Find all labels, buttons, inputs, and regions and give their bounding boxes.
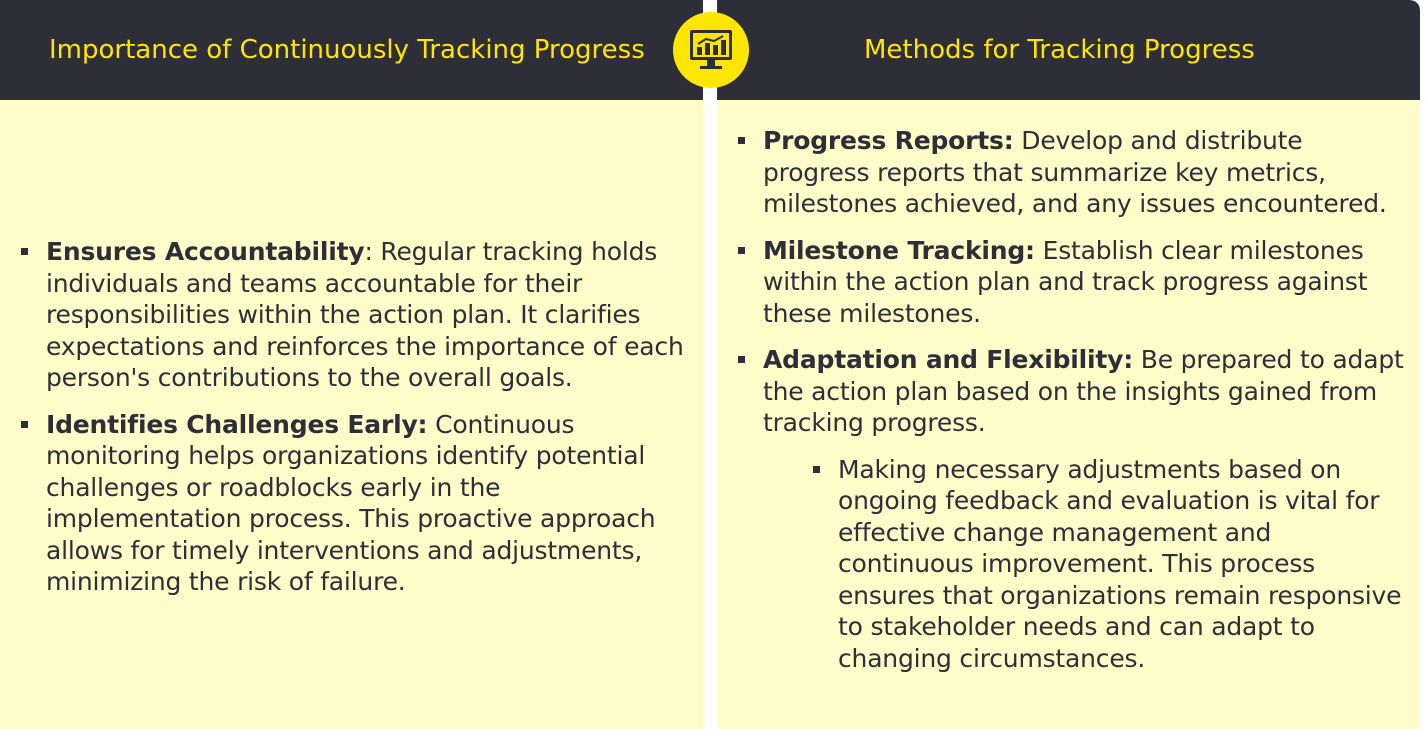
right-content: Progress Reports: Develop and distribute… xyxy=(735,125,1410,689)
list-item: Adaptation and Flexibility: Be prepared … xyxy=(735,344,1410,439)
right-panel-header: Methods for Tracking Progress xyxy=(717,0,1420,100)
list-item-title: Identifies Challenges Early: xyxy=(46,409,428,439)
left-content: Ensures Accountability: Regular tracking… xyxy=(18,236,688,613)
list-item-text: : Regular tracking holds individuals and… xyxy=(46,237,684,392)
list-item-text: Continuous monitoring helps organization… xyxy=(46,409,656,597)
monitor-chart-icon xyxy=(673,12,749,88)
list-item-title: Adaptation and Flexibility: xyxy=(763,345,1134,374)
list-item-text: Be prepared to adapt the action plan bas… xyxy=(763,345,1404,437)
left-header-title: Importance of Continuously Tracking Prog… xyxy=(49,35,645,65)
left-panel: Importance of Continuously Tracking Prog… xyxy=(0,0,703,729)
list-item-text: Develop and distribute progress reports … xyxy=(763,126,1387,218)
list-item-title: Milestone Tracking: xyxy=(763,235,1035,265)
right-panel: Methods for Tracking Progress xyxy=(717,0,1420,729)
list-item: Progress Reports: Develop and distribute… xyxy=(735,125,1410,220)
list-item: Ensures Accountability: Regular tracking… xyxy=(18,236,688,394)
sub-list-item-text: Making necessary adjustments based on on… xyxy=(838,454,1402,673)
list-item-text: Establish clear milestones within the ac… xyxy=(763,235,1368,328)
list-item-title: Ensures Accountability xyxy=(46,237,365,266)
list-item-title: Progress Reports: xyxy=(763,126,1014,155)
list-item: Milestone Tracking: Establish clear mile… xyxy=(735,235,1410,330)
left-panel-header: Importance of Continuously Tracking Prog… xyxy=(0,0,703,100)
right-header-title: Methods for Tracking Progress xyxy=(864,35,1255,65)
list-item: Identifies Challenges Early: Continuous … xyxy=(18,409,688,598)
sub-list-item: Making necessary adjustments based on on… xyxy=(810,454,1410,675)
